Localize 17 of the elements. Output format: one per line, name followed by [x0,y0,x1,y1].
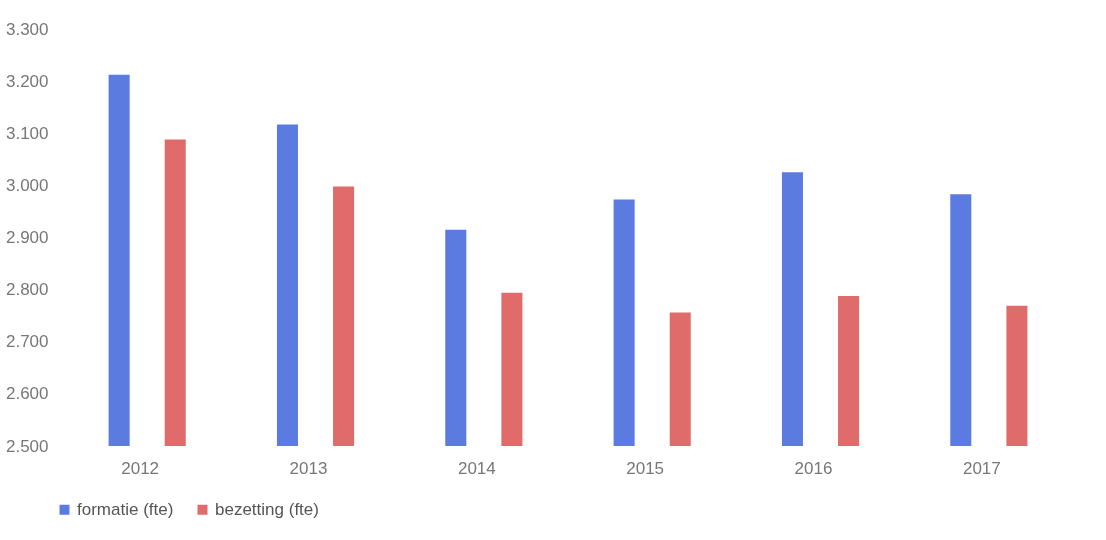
y-tick-label: 2.700 [5,332,49,352]
x-tick-label: 2016 [794,458,833,478]
x-tick-label: 2017 [962,458,1001,478]
legend-label: bezetting (fte) [215,499,319,519]
x-tick-label: 2013 [289,458,328,478]
y-tick-label: 2.900 [5,228,49,247]
x-tick-label: 2015 [626,458,665,478]
y-tick-label: 3.100 [5,123,49,143]
y-tick-label: 3.200 [5,71,49,91]
y-tick-label: 3.300 [5,19,49,39]
y-tick-label: 2.500 [5,436,49,456]
y-tick-label: 2.800 [5,280,49,300]
x-tick-label: 2012 [121,458,160,478]
y-tick-label: 3.000 [5,175,49,195]
legend-label: formatie (fte) [77,499,174,519]
y-tick-label: 2.600 [5,384,49,404]
x-tick-label: 2014 [457,458,496,478]
